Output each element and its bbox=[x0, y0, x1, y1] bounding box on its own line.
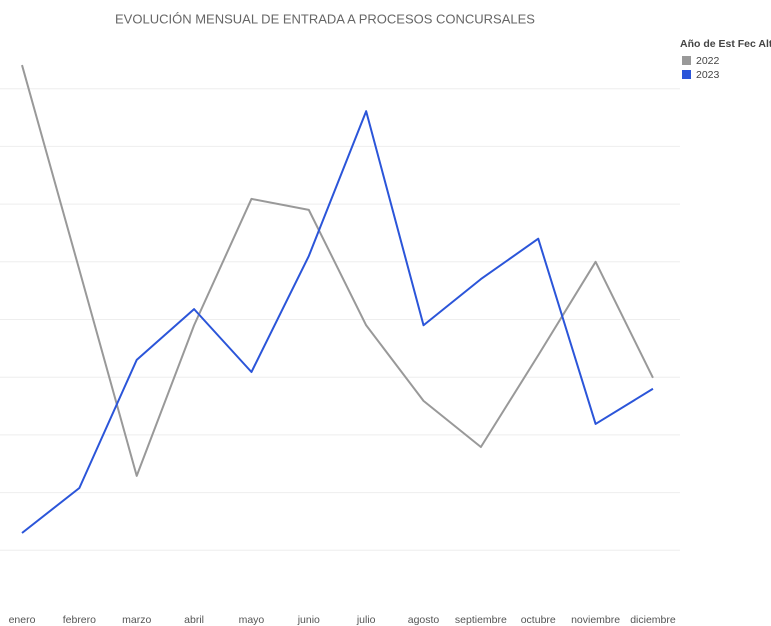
x-tick-label: marzo bbox=[122, 614, 151, 626]
x-tick-label: agosto bbox=[408, 614, 440, 626]
legend-swatch bbox=[682, 56, 691, 65]
x-tick-label: noviembre bbox=[571, 614, 620, 626]
series-line bbox=[21, 110, 654, 534]
legend-swatch bbox=[682, 70, 691, 79]
x-tick-label: mayo bbox=[239, 614, 265, 626]
x-tick-label: octubre bbox=[521, 614, 556, 626]
legend-label: 2023 bbox=[696, 69, 720, 81]
x-tick-label: septiembre bbox=[455, 614, 507, 626]
x-tick-label: abril bbox=[184, 614, 204, 626]
x-tick-label: enero bbox=[9, 614, 36, 626]
legend-title: Año de Est Fec Alta bbox=[680, 38, 771, 50]
series-line bbox=[21, 64, 654, 477]
x-tick-label: febrero bbox=[63, 614, 96, 626]
legend-label: 2022 bbox=[696, 55, 720, 67]
x-tick-label: junio bbox=[297, 614, 320, 626]
x-tick-label: julio bbox=[356, 614, 376, 626]
chart-title: EVOLUCIÓN MENSUAL DE ENTRADA A PROCESOS … bbox=[115, 11, 535, 26]
x-tick-label: diciembre bbox=[630, 614, 676, 626]
